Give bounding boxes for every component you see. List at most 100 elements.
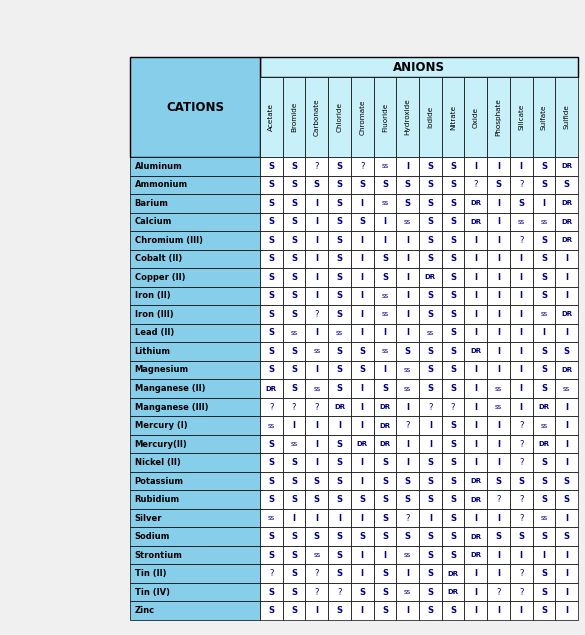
- Bar: [130, 583, 260, 601]
- Text: I: I: [361, 477, 364, 486]
- Bar: [464, 435, 487, 453]
- Text: S: S: [450, 347, 456, 356]
- Text: S: S: [269, 273, 274, 282]
- Bar: [396, 213, 419, 231]
- Bar: [419, 77, 442, 157]
- Text: S: S: [336, 551, 342, 559]
- Bar: [487, 231, 510, 250]
- Bar: [283, 472, 305, 490]
- Bar: [532, 565, 555, 583]
- Bar: [328, 305, 351, 324]
- Bar: [374, 286, 396, 305]
- Text: ?: ?: [519, 439, 524, 448]
- Text: ?: ?: [519, 495, 524, 504]
- Text: Calcium: Calcium: [135, 217, 172, 226]
- Bar: [487, 361, 510, 379]
- Text: S: S: [359, 180, 365, 189]
- Bar: [442, 194, 464, 213]
- Bar: [532, 342, 555, 361]
- Bar: [555, 490, 578, 509]
- Text: S: S: [450, 421, 456, 430]
- Bar: [260, 77, 283, 157]
- Bar: [305, 175, 328, 194]
- Bar: [130, 546, 260, 565]
- Text: I: I: [361, 255, 364, 264]
- Bar: [374, 157, 396, 175]
- Text: I: I: [315, 291, 318, 300]
- Text: DR: DR: [561, 367, 572, 373]
- Text: Mercury (I): Mercury (I): [135, 421, 187, 430]
- Bar: [351, 231, 374, 250]
- Text: S: S: [336, 366, 342, 375]
- Bar: [532, 417, 555, 435]
- Text: I: I: [406, 458, 409, 467]
- Bar: [396, 157, 419, 175]
- Text: ss: ss: [381, 349, 388, 354]
- Bar: [532, 509, 555, 528]
- Text: ?: ?: [269, 403, 274, 411]
- Text: DR: DR: [379, 404, 391, 410]
- Text: I: I: [361, 328, 364, 337]
- Bar: [442, 324, 464, 342]
- Bar: [464, 583, 487, 601]
- Bar: [464, 417, 487, 435]
- Text: I: I: [474, 403, 477, 411]
- Bar: [351, 379, 374, 398]
- Bar: [305, 157, 328, 175]
- Bar: [532, 583, 555, 601]
- Bar: [510, 583, 532, 601]
- Text: I: I: [519, 366, 523, 375]
- Bar: [283, 342, 305, 361]
- Text: S: S: [269, 477, 274, 486]
- Text: S: S: [382, 606, 388, 615]
- Text: I: I: [497, 458, 500, 467]
- Bar: [130, 231, 260, 250]
- Text: I: I: [497, 328, 500, 337]
- Text: Chromium (III): Chromium (III): [135, 236, 202, 245]
- Bar: [396, 231, 419, 250]
- Text: I: I: [474, 421, 477, 430]
- Text: Barium: Barium: [135, 199, 168, 208]
- Bar: [487, 324, 510, 342]
- Text: Nitrate: Nitrate: [450, 104, 456, 130]
- Text: ?: ?: [519, 180, 524, 189]
- Text: I: I: [429, 439, 432, 448]
- Bar: [532, 528, 555, 546]
- Text: ss: ss: [495, 404, 502, 410]
- Bar: [260, 324, 283, 342]
- Bar: [396, 546, 419, 565]
- Bar: [130, 268, 260, 286]
- Text: I: I: [565, 421, 568, 430]
- Text: S: S: [563, 477, 570, 486]
- Text: Oxide: Oxide: [473, 107, 479, 128]
- Bar: [328, 175, 351, 194]
- Text: S: S: [382, 384, 388, 393]
- Text: S: S: [428, 310, 433, 319]
- Bar: [464, 157, 487, 175]
- Bar: [351, 305, 374, 324]
- Bar: [419, 453, 442, 472]
- Bar: [374, 379, 396, 398]
- Text: DR: DR: [561, 163, 572, 170]
- Text: DR: DR: [561, 311, 572, 318]
- Bar: [374, 268, 396, 286]
- Text: DR: DR: [448, 571, 459, 577]
- Bar: [555, 77, 578, 157]
- Text: I: I: [383, 551, 387, 559]
- Bar: [328, 453, 351, 472]
- Bar: [510, 213, 532, 231]
- Text: S: S: [269, 199, 274, 208]
- Bar: [464, 361, 487, 379]
- Bar: [419, 250, 442, 268]
- Text: S: S: [450, 162, 456, 171]
- Text: S: S: [450, 495, 456, 504]
- Text: S: S: [269, 606, 274, 615]
- Text: I: I: [565, 328, 568, 337]
- Text: DR: DR: [538, 441, 549, 447]
- Bar: [396, 601, 419, 620]
- Text: S: S: [405, 199, 411, 208]
- Text: I: I: [315, 366, 318, 375]
- Bar: [464, 286, 487, 305]
- Text: I: I: [565, 569, 568, 578]
- Bar: [396, 361, 419, 379]
